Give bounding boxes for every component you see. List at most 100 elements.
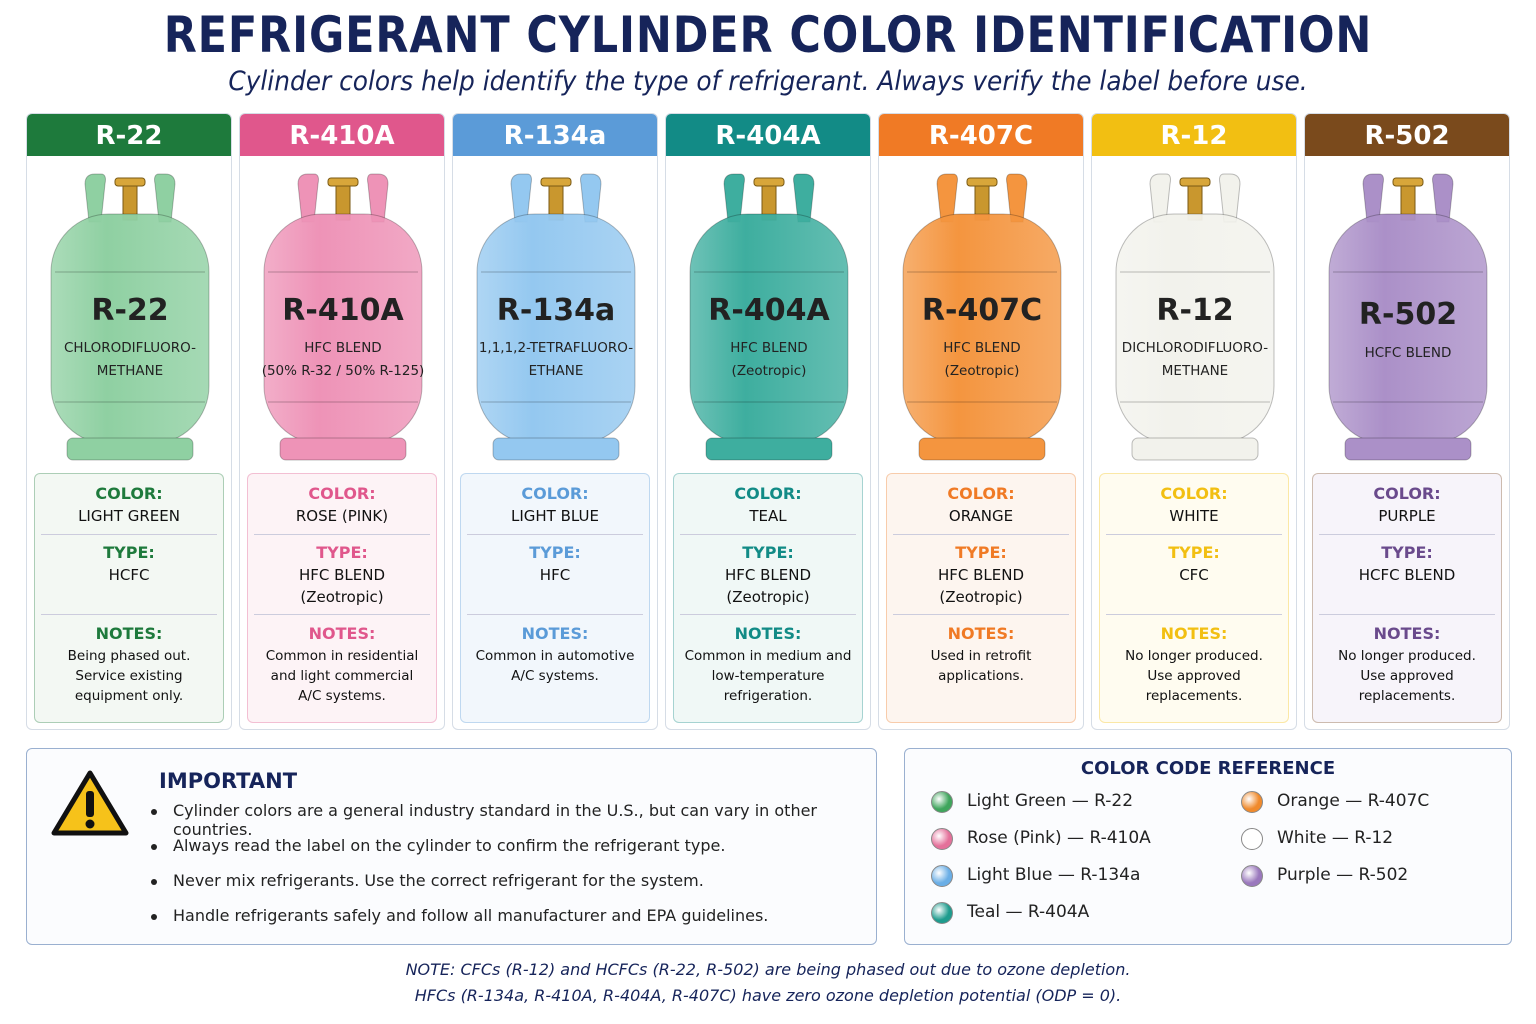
cylinder-card: R-407C R-407C HFC BLEND (Zeotropic) COLOR: OR… <box>878 113 1084 730</box>
color-label: COLOR: <box>308 484 376 503</box>
handle <box>297 173 319 223</box>
color-value: PURPLE <box>1378 507 1436 525</box>
important-box: IMPORTANT Cylinder colors are a general … <box>26 748 877 945</box>
info-box: COLOR: WHITE TYPE: CFC NOTES: No longer produ… <box>1099 473 1289 723</box>
notes-text: Common in automotive <box>475 648 635 664</box>
divider <box>254 614 430 615</box>
cylinder-text: HFC BLEND <box>943 340 1020 356</box>
card-header: R-22 <box>27 114 231 156</box>
divider <box>41 614 217 615</box>
type-value: HFC <box>539 566 571 584</box>
cylinder-card: R-22 R-22 CHLORODIFLUORO- METHANE COLOR: LIGH… <box>26 113 232 730</box>
cylinder-body <box>902 213 1062 445</box>
type-value: (Zeotropic) <box>939 588 1023 606</box>
reference-item: White — R-12 <box>1277 828 1394 848</box>
bullet-dot <box>151 914 157 920</box>
cylinder-body <box>476 213 636 445</box>
bullet-dot <box>151 879 157 885</box>
handle <box>580 173 602 223</box>
divider <box>254 534 430 535</box>
notes-label: NOTES: <box>947 624 1015 643</box>
notes-label: NOTES: <box>521 624 589 643</box>
card-header: R-404A <box>666 114 870 156</box>
cylinder-text: DICHLORODIFLUORO- <box>1122 340 1269 356</box>
bullet-text: Cylinder colors are a general industry s… <box>173 801 817 839</box>
cylinder-body <box>689 213 849 445</box>
cylinder: R-410A HFC BLEND (50% R-32 / 50% R-125) <box>262 173 425 461</box>
valve-wheel <box>1179 177 1211 187</box>
handle <box>367 173 389 223</box>
notes-text: A/C systems. <box>511 668 599 684</box>
color-dot <box>931 865 953 887</box>
card-header: R-12 <box>1092 114 1296 156</box>
cylinder-text: CHLORODIFLUORO- <box>64 340 196 356</box>
cylinder-card: R-12 R-12 DICHLORODIFLUORO- METHANE COLOR: WH… <box>1091 113 1297 730</box>
handle <box>793 173 815 223</box>
cylinder-foot <box>918 437 1046 461</box>
bullet-text: Always read the label on the cylinder to… <box>173 836 726 855</box>
reference-box: COLOR CODE REFERENCE Light Green — R-22 R… <box>904 748 1512 945</box>
cylinder-text: METHANE <box>1162 363 1228 379</box>
notes-text: Being phased out. <box>67 648 191 664</box>
notes-text: A/C systems. <box>298 688 386 704</box>
notes-text: Used in retrofit <box>930 648 1032 664</box>
page-subtitle: Cylinder colors help identify the type o… <box>228 66 1308 97</box>
color-label: COLOR: <box>521 484 589 503</box>
info-box: COLOR: LIGHT BLUE TYPE: HFC NOTES: Common in … <box>460 473 650 723</box>
notes-text: Use approved <box>1360 668 1454 684</box>
cylinder-card: R-502 R-502 HCFC BLEND COLOR: PURPLE TYPE: HCF… <box>1304 113 1510 730</box>
bullet-dot <box>151 809 157 815</box>
cylinder-text: (50% R-32 / 50% R-125) <box>262 363 425 379</box>
handle <box>723 173 745 223</box>
cylinder-name: R-502 <box>1359 297 1457 332</box>
cylinder-text: 1,1,1,2-TETRAFLUORO- <box>479 340 633 356</box>
cylinder-foot <box>66 437 194 461</box>
cylinder-card: R-410A R-410A HFC BLEND (50% R-32 / 50% R-1… <box>239 113 445 730</box>
handle <box>936 173 958 223</box>
cylinder-foot <box>492 437 620 461</box>
info-box: COLOR: ROSE (PINK) TYPE: HFC BLEND (Zeotropi… <box>247 473 437 723</box>
notes-text: low-temperature <box>711 668 825 684</box>
divider <box>1106 534 1282 535</box>
bullet-text: Never mix refrigerants. Use the correct … <box>173 871 704 890</box>
cylinder-name: R-410A <box>282 293 404 328</box>
notes-label: NOTES: <box>308 624 376 643</box>
color-dot <box>931 902 953 924</box>
handle <box>1362 173 1384 223</box>
bullet-text: Handle refrigerants safely and follow al… <box>173 906 769 925</box>
cylinder-foot <box>1344 437 1472 461</box>
notes-text: Service existing <box>75 668 183 684</box>
color-dot <box>1241 791 1263 813</box>
cylinder-name: R-407C <box>922 293 1042 328</box>
cylinder-name: R-134a <box>497 293 615 328</box>
cylinder: R-404A HFC BLEND (Zeotropic) <box>689 173 849 461</box>
valve-wheel <box>540 177 572 187</box>
type-label: TYPE: <box>529 543 581 562</box>
divider <box>680 534 856 535</box>
valve-wheel <box>327 177 359 187</box>
warning-icon <box>51 770 129 836</box>
type-label: TYPE: <box>316 543 368 562</box>
cylinder-card: R-404A R-404A HFC BLEND (Zeotropic) COLOR: TE… <box>665 113 871 730</box>
cylinder-body <box>1115 213 1275 445</box>
card-header: R-502 <box>1305 114 1509 156</box>
handle <box>84 173 106 223</box>
valve-wheel <box>753 177 785 187</box>
cylinder: R-502 HCFC BLEND <box>1328 173 1488 461</box>
cylinder: R-407C HFC BLEND (Zeotropic) <box>902 173 1062 461</box>
cylinder-foot <box>279 437 407 461</box>
page-title: REFRIGERANT CYLINDER COLOR IDENTIFICATIO… <box>163 6 1373 64</box>
type-label: TYPE: <box>103 543 155 562</box>
valve-wheel <box>1392 177 1424 187</box>
cylinder: R-12 DICHLORODIFLUORO- METHANE <box>1115 173 1275 461</box>
color-label: COLOR: <box>95 484 163 503</box>
reference-item: Teal — R-404A <box>967 902 1090 922</box>
type-value: HFC BLEND <box>937 566 1025 584</box>
handle <box>1432 173 1454 223</box>
card-header: R-407C <box>879 114 1083 156</box>
handle <box>1149 173 1171 223</box>
notes-text: replacements. <box>1358 688 1456 704</box>
color-value: ORANGE <box>948 507 1014 525</box>
notes-label: NOTES: <box>1373 624 1441 643</box>
